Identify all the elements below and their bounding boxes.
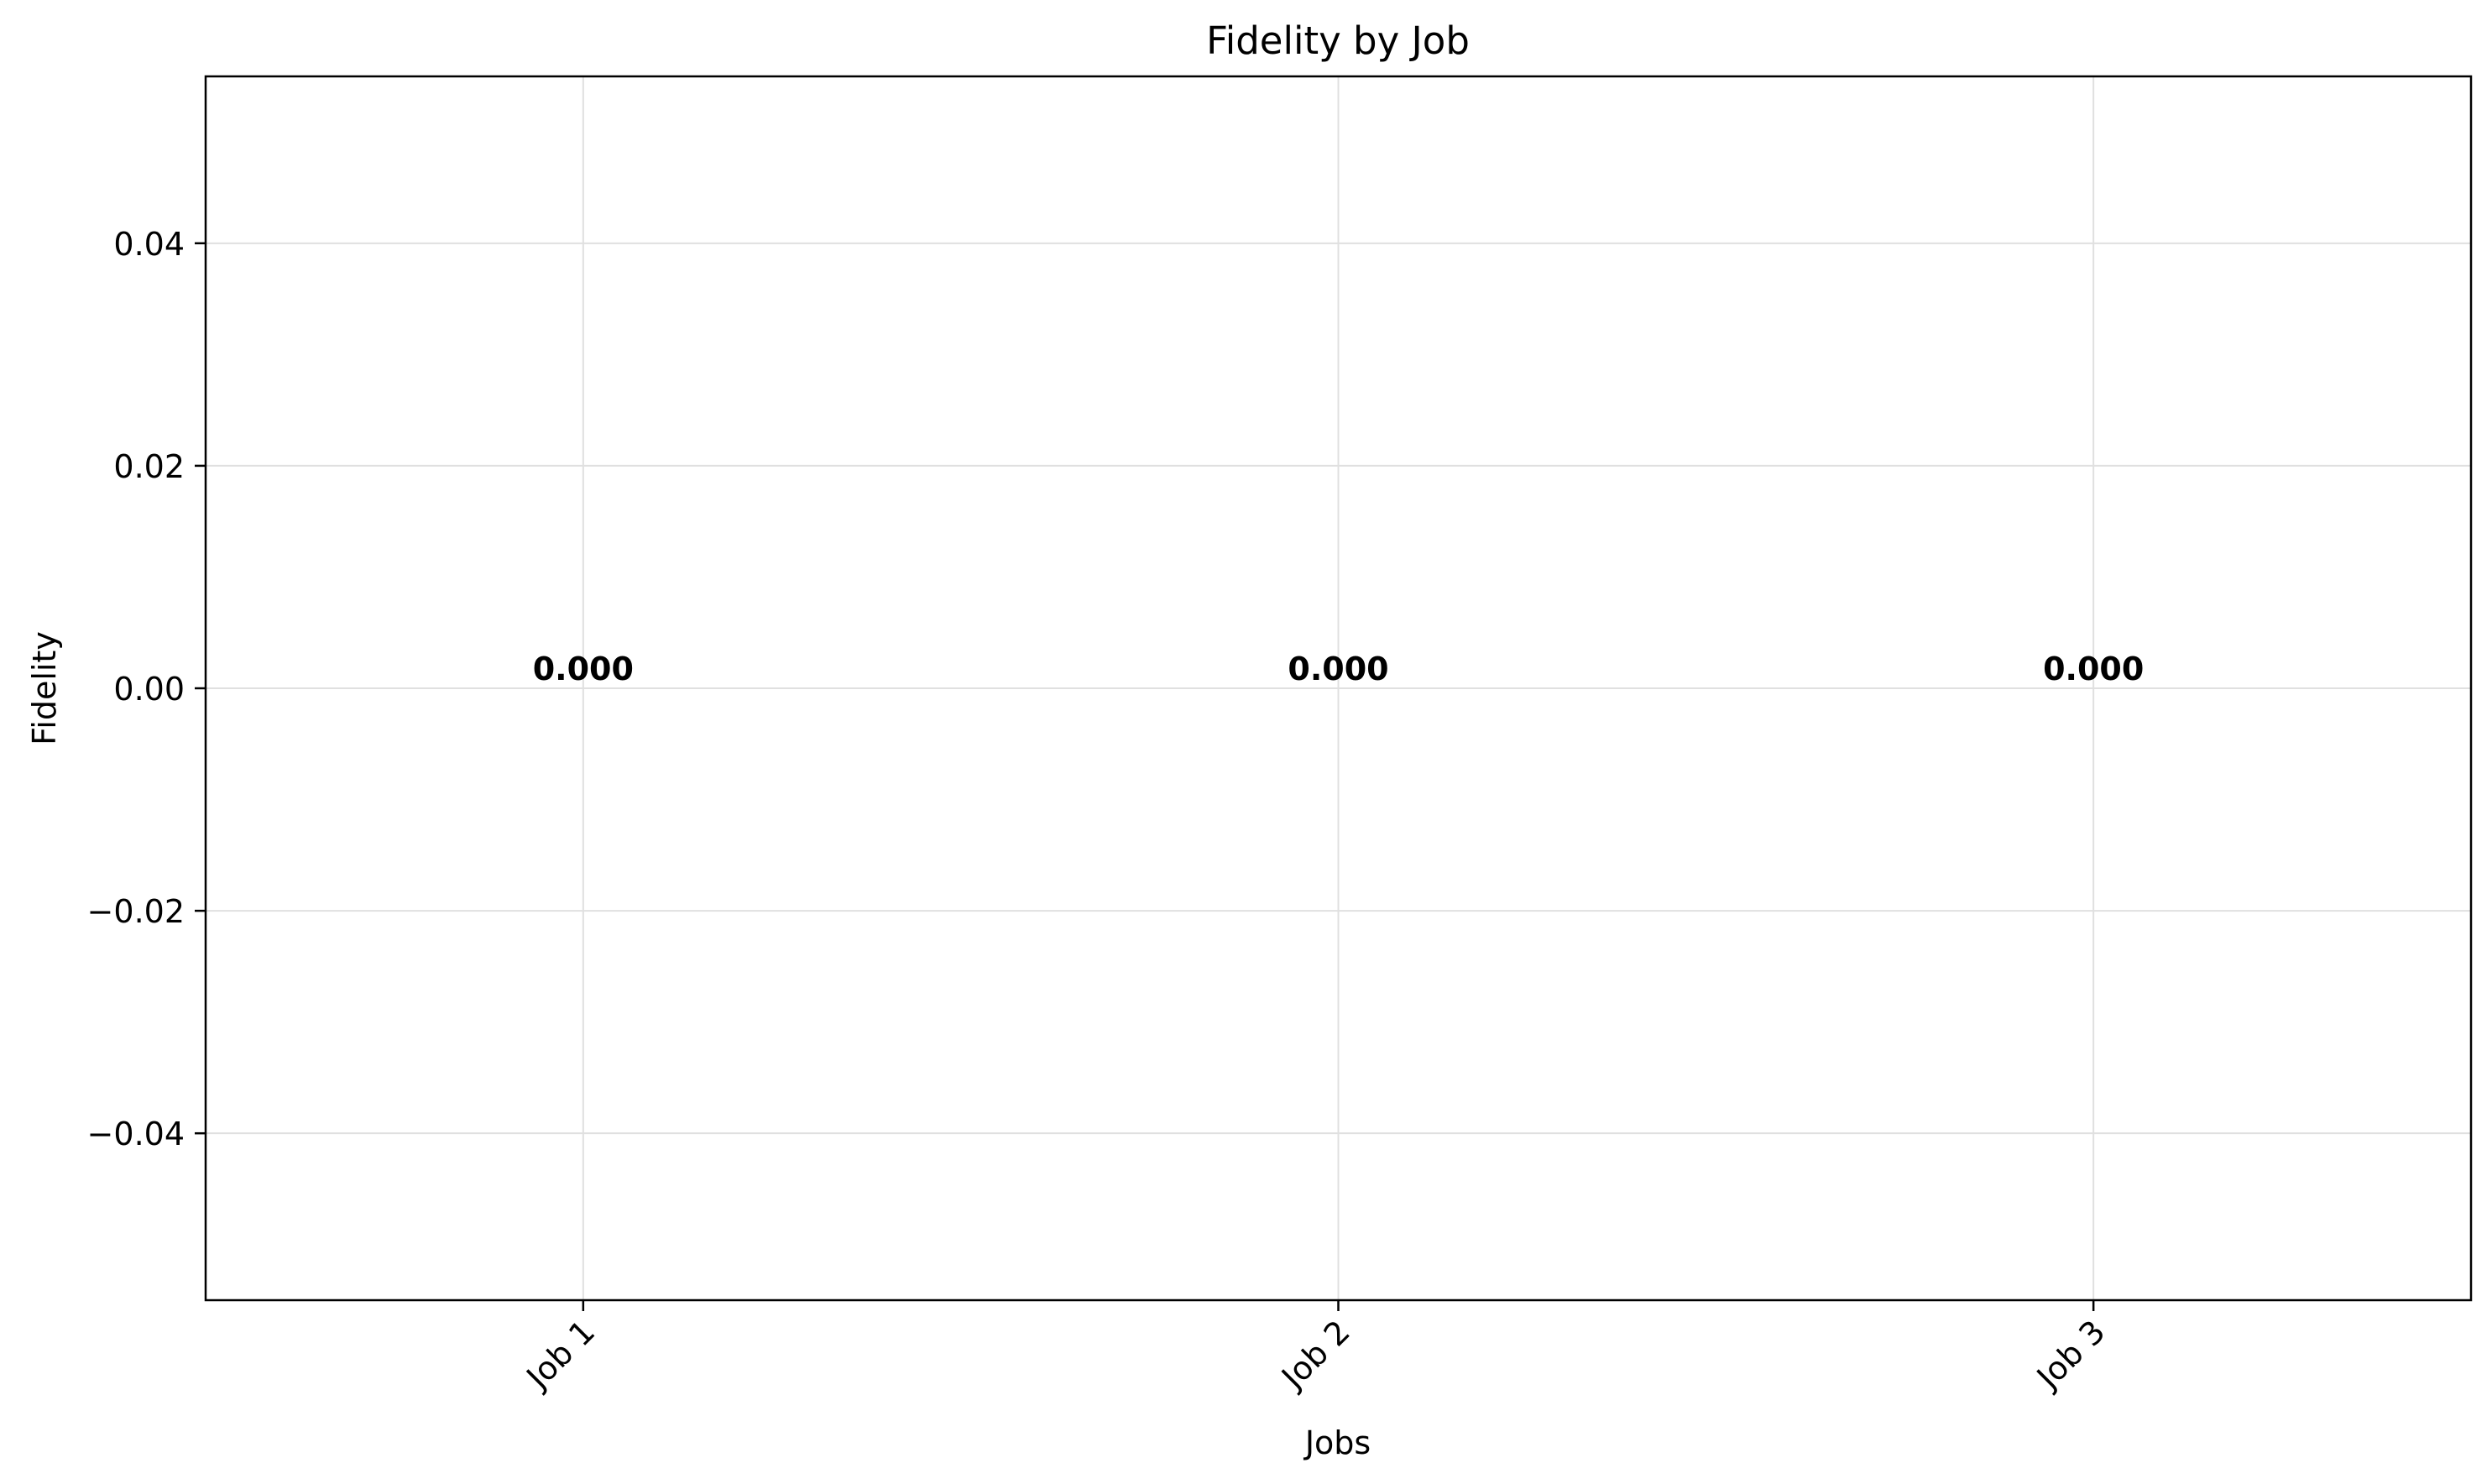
data-labels: 0.000 0.000 0.000 [533,651,2145,687]
data-label: 0.000 [533,651,634,687]
x-tick-label: Job 1 [519,1313,603,1397]
data-label: 0.000 [2043,651,2144,687]
x-axis-ticks: Job 1 Job 2 Job 3 [519,1300,2113,1397]
y-tick-label: 0.00 [113,671,185,708]
y-tick-label: 0.04 [113,226,185,263]
x-axis-label: Jobs [1303,1424,1371,1461]
x-tick-label: Job 3 [2029,1313,2113,1397]
grid-layer [206,76,2471,1300]
x-tick-label: Job 2 [1273,1313,1357,1397]
data-label: 0.000 [1288,651,1388,687]
y-axis-label: Fidelity [26,631,63,745]
y-tick-label: 0.02 [113,448,185,485]
y-tick-label: −0.02 [87,893,185,930]
chart-title: Fidelity by Job [1206,18,1470,63]
y-tick-label: −0.04 [87,1116,185,1152]
y-axis-ticks: −0.04 −0.02 0.00 0.02 0.04 [87,226,206,1152]
